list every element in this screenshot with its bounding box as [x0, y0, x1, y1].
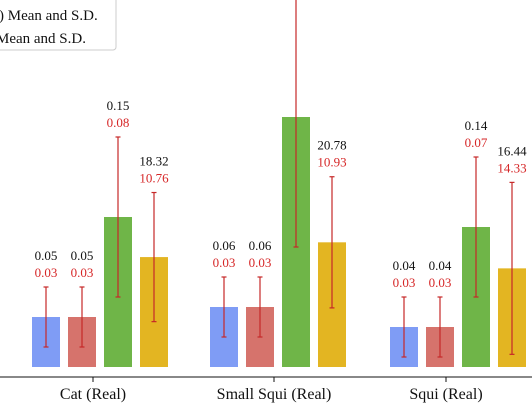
sd-label-4-1: 10.76 — [139, 171, 169, 186]
value-label-2-3: 0.04 — [429, 258, 452, 273]
value-label-3-1: 0.15 — [107, 98, 130, 113]
value-label-4-2: 20.78 — [317, 138, 346, 153]
error-bar-4-1 — [151, 191, 157, 323]
sd-label-4-3: 14.33 — [497, 160, 526, 175]
error-bar-3-3 — [473, 156, 479, 298]
bars-layer — [32, 117, 526, 367]
sd-label-2-1: 0.03 — [71, 265, 94, 280]
sd-label-4-2: 10.93 — [317, 155, 346, 170]
error-bar-2-2 — [257, 276, 263, 338]
error-bar-1-1 — [43, 286, 49, 348]
sd-label-1-3: 0.03 — [393, 275, 416, 290]
legend-entry-2: Mean and S.D. — [0, 31, 86, 47]
x-tick-label-3: Squi (Real) — [409, 386, 482, 403]
sd-label-3-1: 0.08 — [107, 115, 130, 130]
error-bar-4-2 — [329, 176, 335, 309]
x-ticks-layer: Cat (Real) Small Squi (Real) Squi (Real) — [60, 377, 483, 403]
value-label-4-1: 18.32 — [139, 154, 168, 169]
error-bar-3-1 — [115, 136, 121, 298]
value-label-4-3: 16.44 — [497, 143, 527, 158]
sd-label-2-2: 0.03 — [249, 255, 272, 270]
sd-label-1-2: 0.03 — [213, 255, 236, 270]
value-label-1-3: 0.04 — [393, 258, 416, 273]
value-label-1-2: 0.06 — [213, 238, 236, 253]
error-bars-layer — [43, 0, 515, 358]
error-bar-1-2 — [221, 276, 227, 338]
value-label-2-1: 0.05 — [71, 248, 94, 263]
value-label-2-2: 0.06 — [249, 238, 272, 253]
x-tick-label-2: Small Squi (Real) — [217, 386, 332, 403]
value-label-1-1: 0.05 — [35, 248, 58, 263]
error-bar-1-3 — [401, 296, 407, 358]
sd-label-2-3: 0.03 — [429, 275, 452, 290]
error-bar-2-1 — [79, 286, 85, 348]
sd-label-3-3: 0.07 — [465, 135, 488, 150]
value-label-3-3: 0.14 — [465, 118, 488, 133]
error-bar-4-3 — [509, 181, 515, 355]
legend-entry-1: ) Mean and S.D. — [0, 8, 98, 24]
sd-label-1-1: 0.03 — [35, 265, 58, 280]
legend-box — [0, 0, 117, 51]
error-bar-3-2 — [293, 0, 299, 248]
legend: ) Mean and S.D. Mean and S.D. — [0, 0, 117, 51]
x-tick-label-1: Cat (Real) — [60, 386, 126, 403]
value-labels-layer: 0.05 0.03 0.06 0.03 0.04 0.03 0.05 0.03 0.06 0.03… — [35, 98, 528, 290]
error-bar-2-3 — [437, 296, 443, 358]
